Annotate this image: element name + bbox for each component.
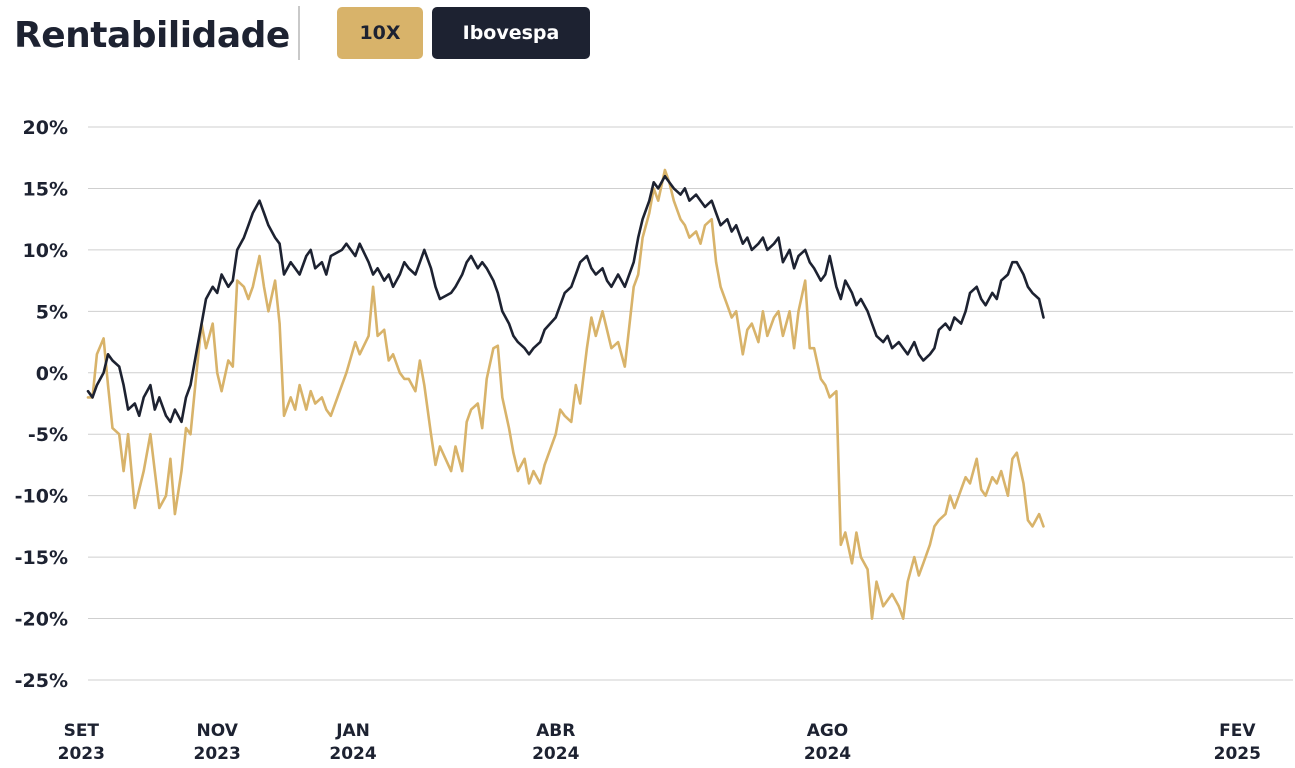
y-tick-label: 0%: [36, 363, 68, 385]
x-tick-month: NOV: [196, 721, 238, 741]
x-tick-year: 2023: [194, 744, 241, 764]
x-tick-month: AGO: [807, 721, 849, 741]
x-axis-ticks: SET 2023 NOV 2023 JAN 2024 ABR 2024 AGO 2024 FEV 20…: [58, 721, 1261, 764]
y-tick-label: -20%: [15, 609, 68, 631]
series-line-10x: [86, 168, 1045, 620]
y-tick-label: 15%: [23, 178, 68, 200]
series-line-ibovespa: [86, 174, 1045, 424]
gridlines: [88, 126, 1293, 681]
y-tick-label: -5%: [28, 424, 68, 446]
x-tick-month: FEV: [1219, 721, 1256, 741]
header: Rentabilidade 10X Ibovespa: [0, 0, 1295, 70]
x-tick-year: 2023: [58, 744, 105, 764]
y-tick-label: 5%: [36, 301, 68, 323]
x-tick-label: AGO 2024: [804, 721, 851, 764]
x-tick-year: 2025: [1214, 744, 1261, 764]
y-tick-label: 10%: [23, 240, 68, 262]
x-tick-month: JAN: [335, 721, 370, 741]
x-tick-label: ABR 2024: [532, 721, 579, 764]
series-10x-button[interactable]: 10X: [337, 7, 423, 59]
y-tick-label: -15%: [15, 547, 68, 569]
x-tick-label: JAN 2024: [329, 721, 376, 764]
x-tick-label: NOV 2023: [194, 721, 241, 764]
y-tick-label: 20%: [23, 117, 68, 139]
series-ibovespa-button[interactable]: Ibovespa: [432, 7, 590, 59]
x-tick-year: 2024: [532, 744, 579, 764]
x-tick-month: ABR: [536, 721, 575, 741]
x-tick-label: SET 2023: [58, 721, 105, 764]
y-axis-ticks: 20% 15% 10% 5% 0% -5% -10% -15% -20% -25%: [15, 117, 68, 692]
x-tick-year: 2024: [329, 744, 376, 764]
series-lines: [86, 168, 1045, 620]
x-tick-month: SET: [64, 721, 100, 741]
page-title: Rentabilidade: [14, 15, 290, 56]
x-tick-year: 2024: [804, 744, 851, 764]
y-tick-label: -25%: [15, 670, 68, 692]
header-divider: [298, 6, 300, 60]
x-tick-label: FEV 2025: [1214, 721, 1261, 764]
y-tick-label: -10%: [15, 486, 68, 508]
